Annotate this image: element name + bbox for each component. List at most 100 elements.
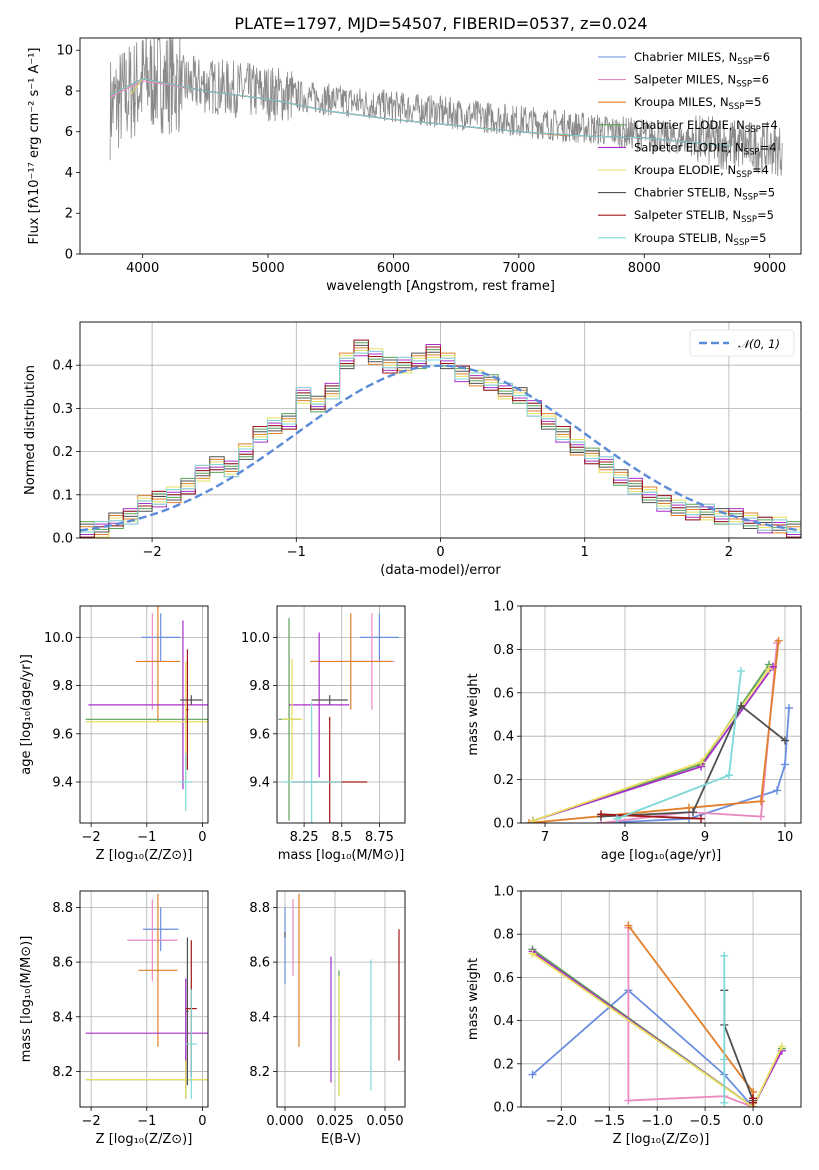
spectrum-xtick-label: 9000 bbox=[753, 261, 786, 276]
legend-label-tail: =6 bbox=[752, 73, 769, 87]
mass-vs-EBV-xtick-label: 0.050 bbox=[366, 1114, 403, 1129]
errorbar-point bbox=[186, 649, 189, 770]
spectrum-ytick-label: 8 bbox=[65, 84, 73, 99]
weight-marker bbox=[689, 808, 697, 817]
spectrum-frame bbox=[79, 37, 802, 255]
mass-vs-Z-ytick-label: 8.4 bbox=[52, 1010, 73, 1025]
spectrum-xtick-label: 5000 bbox=[252, 261, 285, 276]
legend-label-sub: SSP bbox=[745, 125, 761, 135]
spectrum-ytick-label: 2 bbox=[65, 207, 73, 222]
mass-vs-Z-xtick-label: −2 bbox=[82, 1114, 101, 1129]
weight-marker bbox=[528, 949, 537, 958]
spectrum-xtick-label: 8000 bbox=[628, 261, 661, 276]
histogram-step bbox=[80, 350, 801, 533]
mass-vs-EBV-ytick-label: 8.2 bbox=[249, 1065, 270, 1080]
weight-vs-Z-ytick-label: 0.0 bbox=[493, 1101, 514, 1116]
residuals-xtick-label: −1 bbox=[287, 545, 306, 560]
mass-vs-EBV-xlabel: E(B-V) bbox=[321, 1132, 361, 1147]
weight-vs-age-xlabel: age [log₁₀(age/yr)] bbox=[601, 848, 722, 863]
weight-vs-age-ytick-label: 0.2 bbox=[493, 773, 514, 788]
weight-marker bbox=[773, 786, 781, 795]
weight-marker bbox=[720, 1055, 729, 1064]
legend-label: 𝒩(0, 1) bbox=[738, 337, 780, 351]
weight-vs-age-ytick-label: 1.0 bbox=[493, 600, 514, 615]
legend-label-tail: =4 bbox=[752, 163, 769, 177]
residuals-xlabel: (data-model)/error bbox=[380, 563, 501, 578]
legend-label-base: Salpeter ELODIE, N bbox=[634, 140, 744, 154]
weight-vs-Z-ytick-label: 0.2 bbox=[493, 1057, 514, 1072]
weight-vs-age-ytick-label: 0.6 bbox=[493, 686, 514, 701]
weight-marker bbox=[781, 760, 789, 769]
residuals-ylabel: Normed distribution bbox=[23, 365, 38, 495]
weight-vs-age-xtick-label: 9 bbox=[701, 830, 709, 845]
weight-vs-Z-xtick-label: −2.0 bbox=[545, 1114, 577, 1129]
age-vs-Z-ytick-label: 9.4 bbox=[52, 776, 73, 791]
age-vs-mass-ytick-label: 9.4 bbox=[249, 776, 270, 791]
mass-vs-Z-ytick-label: 8.2 bbox=[52, 1065, 73, 1080]
weight-marker bbox=[737, 701, 745, 710]
spectrum-xlabel: wavelength [Angstrom, rest frame] bbox=[326, 279, 555, 294]
errorbar-point bbox=[359, 613, 399, 662]
mass-vs-EBV-frame bbox=[276, 890, 406, 1108]
weight-marker bbox=[737, 667, 745, 676]
residuals-ytick-label: 0.2 bbox=[52, 445, 73, 460]
errorbar-point bbox=[310, 613, 392, 710]
legend-label-sub: SSP bbox=[736, 80, 752, 90]
weight-line bbox=[531, 989, 754, 1107]
weight-vs-age-frame bbox=[520, 605, 802, 824]
legend-label: Kroupa MILES, NSSP=5 bbox=[634, 95, 761, 112]
weight-vs-Z-ylabel: mass weight bbox=[466, 958, 481, 1040]
errorbar-point bbox=[179, 753, 193, 811]
residuals-legend: 𝒩(0, 1) bbox=[689, 329, 795, 357]
legend-label-base: Chabrier MILES, N bbox=[634, 50, 737, 64]
mass-vs-Z-frame bbox=[79, 890, 209, 1108]
weight-vs-Z-xtick-label: 0.0 bbox=[743, 1114, 764, 1129]
mass-vs-EBV-xtick-label: 0.000 bbox=[266, 1114, 303, 1129]
errorbar-point bbox=[135, 606, 181, 722]
weight-line bbox=[723, 990, 754, 1101]
weight-marker bbox=[624, 1096, 633, 1105]
residuals-xtick-label: −2 bbox=[143, 545, 162, 560]
mass-vs-Z-ytick-label: 8.6 bbox=[52, 956, 73, 971]
mass-vs-EBV-ytick-label: 8.6 bbox=[249, 956, 270, 971]
errorbar-point bbox=[127, 899, 178, 982]
weight-vs-age-axes: 7 8 9 10 0.0 0.2 0.4 0.6 0.8 1.0 age [log₁₀(age/yr… bbox=[466, 600, 802, 863]
errorbar-point bbox=[289, 632, 350, 778]
legend-label: Chabrier MILES, NSSP=6 bbox=[634, 50, 770, 67]
legend-label-base: Kroupa MILES, N bbox=[634, 95, 729, 109]
weight-marker bbox=[757, 797, 765, 806]
spectrum-ytick-label: 0 bbox=[65, 248, 73, 263]
legend-label-tail: =5 bbox=[744, 95, 761, 109]
spectrum-xtick-label: 4000 bbox=[126, 261, 159, 276]
residuals-ytick-label: 0.3 bbox=[52, 402, 73, 417]
legend-label-sub: SSP bbox=[734, 238, 750, 248]
mass-vs-EBV-axes: 0.000 0.025 0.050 8.2 8.4 8.6 8.8 E(B-V) bbox=[249, 890, 406, 1147]
weight-vs-age-ytick-label: 0.4 bbox=[493, 730, 514, 745]
weight-marker bbox=[528, 1070, 537, 1079]
age-vs-Z-xtick-label: 0 bbox=[198, 830, 206, 845]
weight-vs-Z-xtick-label: −0.5 bbox=[689, 1114, 721, 1129]
age-vs-mass-frame bbox=[276, 605, 406, 824]
residuals-ytick-label: 0.4 bbox=[52, 359, 73, 374]
weight-line bbox=[531, 950, 783, 1107]
weight-vs-Z-ytick-label: 1.0 bbox=[493, 885, 514, 900]
mass-vs-Z-axes: −2 −1 0 8.2 8.4 8.6 8.8 Z [log₁₀(Z/Z⊙)] mass [lo… bbox=[19, 890, 209, 1147]
histogram-step bbox=[80, 339, 801, 538]
legend-label-tail: =5 bbox=[749, 231, 766, 245]
gaussian-curve bbox=[80, 364, 801, 532]
residuals-xtick-label: 1 bbox=[581, 545, 589, 560]
weight-vs-age-xtick-label: 10 bbox=[777, 830, 794, 845]
legend-label-sub: SSP bbox=[744, 147, 760, 157]
age-vs-mass-xtick-label: 8.5 bbox=[331, 830, 352, 845]
mass-vs-Z-xtick-label: 0 bbox=[198, 1114, 206, 1129]
age-vs-Z-xlabel: Z [log₁₀(Z/Z⊙)] bbox=[96, 848, 193, 863]
age-vs-Z-ytick-label: 10.0 bbox=[44, 631, 73, 646]
legend-label: Chabrier ELODIE, NSSP=4 bbox=[634, 118, 778, 135]
residuals-frame bbox=[79, 321, 802, 539]
weight-marker bbox=[725, 771, 733, 780]
legend-label-base: Salpeter MILES, N bbox=[634, 73, 736, 87]
weight-vs-Z-xlabel: Z [log₁₀(Z/Z⊙)] bbox=[613, 1132, 710, 1147]
age-vs-Z-xtick-label: −2 bbox=[82, 830, 101, 845]
spectrum-plot bbox=[109, 38, 783, 177]
mass-vs-Z-xlabel: Z [log₁₀(Z/Z⊙)] bbox=[96, 1132, 193, 1147]
